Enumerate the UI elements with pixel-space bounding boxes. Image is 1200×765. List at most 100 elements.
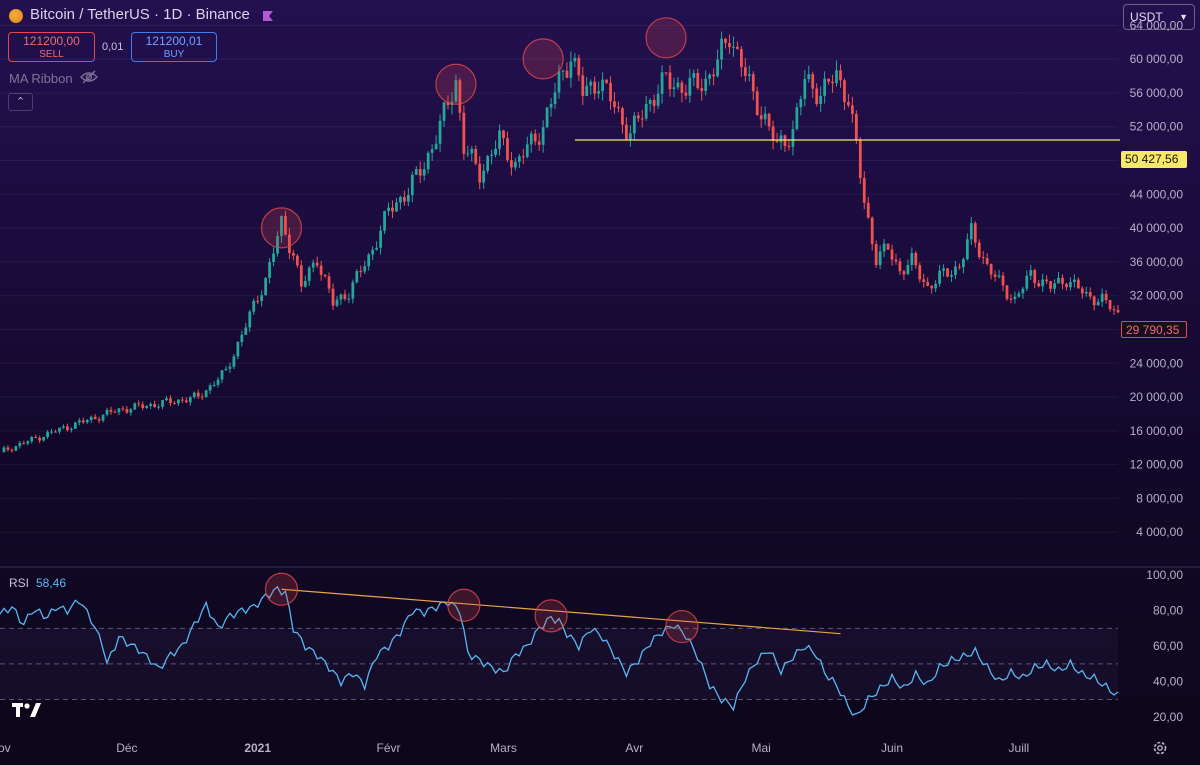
time-tick-label: Févr [377,741,401,755]
candle-body [954,266,957,275]
candle-body [34,437,38,439]
candle-body [736,46,739,50]
candle-body [157,406,160,408]
candle-body [771,126,775,141]
candle-body [656,93,660,106]
candle-body [454,80,458,102]
price-tick-label: 64 000,00 [1130,18,1184,32]
candle-body [117,408,121,413]
candle-body [985,258,989,264]
candle-body [137,403,141,405]
candle-body [684,92,688,96]
candle-body [712,74,715,77]
candle-body [732,46,735,48]
candle-body [930,285,934,289]
candle-body [617,107,620,109]
candle-body [787,146,791,148]
candle-body [704,78,708,92]
candle-body [874,244,878,266]
candle-body [664,72,668,74]
time-tick-label: Avr [625,741,643,755]
candle-body [775,140,779,142]
candle-body [426,152,430,170]
candle-body [510,160,513,168]
candle-body [355,271,359,283]
candle-body [827,78,830,82]
price-tick-label: 32 000,00 [1130,289,1184,303]
indicator-label[interactable]: MA Ribbon [9,71,73,86]
candle-body [795,107,799,129]
candle-body [478,163,482,183]
candle-body [105,409,109,415]
candle-body [1092,296,1096,306]
currency-select[interactable]: USDT ▼ [1123,4,1195,30]
time-tick-label: Mai [752,741,771,755]
candle-body [268,262,271,278]
peak-circle-marker [645,17,687,59]
candle-body [549,104,553,108]
candle-body [22,442,26,444]
candle-body [169,398,172,403]
candle-body [339,294,343,300]
candle-body [1005,285,1009,299]
candle-body [204,390,208,398]
candle-body [1069,282,1072,288]
peak-circle-marker [522,38,564,80]
candle-body [272,253,275,263]
candle-body [153,403,156,407]
candle-body [585,85,589,97]
candle-body [1076,279,1080,289]
candle-body [1096,301,1100,306]
candle-body [977,242,981,257]
candle-body [184,400,188,403]
gear-icon[interactable] [1152,740,1168,756]
candle-body [989,263,993,275]
candle-body [946,268,949,277]
candle-body [228,366,232,369]
eye-hidden-icon[interactable] [80,70,98,84]
price-tick-label: 36 000,00 [1130,255,1184,269]
candle-body [545,107,549,128]
rsi-title[interactable]: RSI [9,576,30,590]
candle-body [403,196,406,202]
candle-body [914,253,918,266]
candle-body [676,82,680,88]
candle-body [716,59,719,77]
flag-icon[interactable] [262,10,274,22]
candle-body [244,327,248,335]
candle-body [240,334,244,343]
peak-circle-marker [435,63,477,105]
candle-body [121,408,125,410]
candle-body [934,283,938,289]
candle-body [1009,298,1013,300]
candle-body [93,416,97,420]
candle-body [621,108,624,125]
buy-button[interactable]: 121200,01 BUY [131,32,217,62]
candle-body [625,124,628,140]
symbol-title[interactable]: Bitcoin / TetherUS · 1D · Binance [30,6,250,23]
candle-body [323,274,327,277]
candle-body [870,217,874,245]
candle-body [573,57,577,62]
candle-body [926,281,930,286]
candle-body [371,249,375,255]
sell-button[interactable]: 121200,00 SELL [8,32,95,62]
rsi-line [0,585,1119,716]
candle-body [569,61,573,78]
candle-body [942,268,945,271]
candle-body [1073,279,1076,283]
time-tick-label: Mars [490,741,517,755]
rsi-tick-label: 80,00 [1153,604,1183,618]
candle-body [434,143,438,150]
candle-body [1084,291,1088,294]
rsi-peak-circle-marker [264,572,299,606]
collapse-button[interactable]: ⌃ [8,93,33,111]
candle-body [343,294,347,299]
candle-body [1112,309,1116,311]
candle-body [922,279,926,282]
candle-body [1013,296,1017,300]
candle-body [410,174,414,195]
price-tick-label: 60 000,00 [1130,52,1184,66]
candle-body [593,81,597,94]
